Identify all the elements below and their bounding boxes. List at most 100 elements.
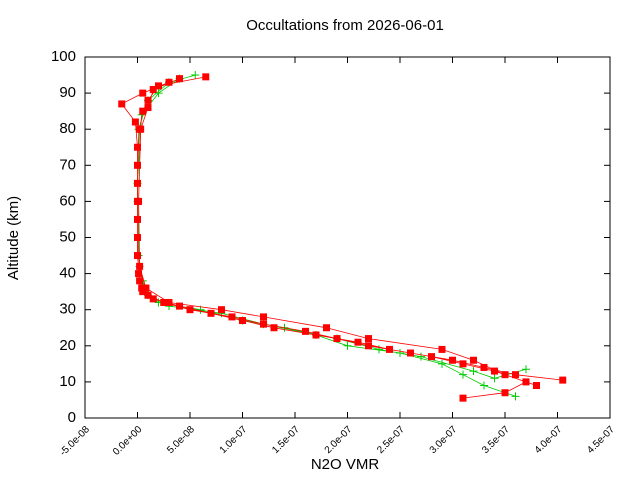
point <box>490 374 499 383</box>
point <box>136 262 144 270</box>
point <box>136 277 144 285</box>
y-tick-label: 60 <box>59 192 76 209</box>
point <box>137 125 145 133</box>
point <box>207 309 215 317</box>
point <box>165 298 173 306</box>
x-tick-label: 2.5e-07 <box>375 424 407 456</box>
point <box>323 324 330 332</box>
point <box>522 378 530 386</box>
point <box>139 107 147 115</box>
y-axis-label: Altitude (km) <box>5 196 22 280</box>
point <box>138 284 146 292</box>
point <box>165 78 173 86</box>
point <box>438 345 446 353</box>
point <box>176 75 183 83</box>
point <box>469 367 478 376</box>
point <box>343 341 352 350</box>
point <box>449 356 456 364</box>
x-tick-label: 1.0e-07 <box>218 424 250 456</box>
point <box>260 313 267 321</box>
point <box>491 367 498 375</box>
plot-frame <box>84 56 611 419</box>
point <box>176 302 183 310</box>
point <box>365 335 372 343</box>
x-tick-label: -5.0e-08 <box>58 424 92 458</box>
point <box>144 291 152 299</box>
point <box>139 89 147 97</box>
x-tick-label: 0.0e+00 <box>111 424 145 458</box>
point <box>438 359 446 368</box>
point <box>333 335 341 343</box>
chart-title: Occultations from 2026-06-01 <box>246 17 444 34</box>
point <box>417 352 425 361</box>
point <box>312 331 320 339</box>
point <box>522 365 530 374</box>
x-tick-label: 3.0e-07 <box>428 424 460 456</box>
point <box>134 215 141 223</box>
point <box>228 313 236 321</box>
y-tick-label: 100 <box>51 48 76 65</box>
y-tick-label: 30 <box>59 301 76 318</box>
point <box>131 118 139 126</box>
point <box>134 143 141 151</box>
x-tick-label: 3.5e-07 <box>480 424 512 456</box>
y-tick-label: 40 <box>59 265 76 282</box>
y-tick-label: 20 <box>59 337 76 354</box>
x-tick-label: 5.0e-08 <box>165 424 197 456</box>
point <box>239 317 246 325</box>
y-tick-label: 70 <box>59 156 76 173</box>
point <box>459 394 467 402</box>
point <box>202 73 210 81</box>
point <box>270 324 278 332</box>
point <box>134 179 141 187</box>
x-tick-label: 4.5e-07 <box>585 424 617 456</box>
point <box>470 356 477 364</box>
point <box>134 161 141 169</box>
point <box>144 104 152 112</box>
point <box>260 320 267 328</box>
x-tick-label: 4.0e-07 <box>533 424 565 456</box>
point <box>135 270 143 278</box>
point <box>480 363 488 371</box>
point <box>365 342 372 350</box>
point <box>134 252 141 260</box>
point <box>218 306 225 314</box>
series-line <box>137 74 527 397</box>
y-tick-label: 0 <box>68 409 76 426</box>
y-tick-label: 10 <box>59 373 76 390</box>
y-tick-label: 50 <box>59 228 76 245</box>
point <box>191 71 200 80</box>
point <box>459 370 467 379</box>
x-axis-label: N2O VMR <box>311 456 380 473</box>
point <box>459 360 467 368</box>
x-tick-label: 1.5e-07 <box>270 424 302 456</box>
point <box>396 349 404 358</box>
point <box>480 381 488 390</box>
point <box>149 295 157 303</box>
point <box>501 371 509 379</box>
point <box>559 376 567 384</box>
x-tick-label: 2.0e-07 <box>323 424 355 456</box>
point <box>533 382 540 390</box>
point <box>139 288 147 296</box>
y-tick-label: 80 <box>59 120 76 137</box>
point <box>302 327 309 335</box>
point <box>428 353 435 361</box>
point <box>118 100 126 108</box>
point <box>149 85 157 93</box>
point <box>154 89 163 98</box>
point <box>155 82 162 90</box>
point <box>186 306 194 314</box>
point <box>501 389 509 397</box>
point <box>135 197 143 205</box>
point <box>354 338 362 346</box>
point <box>144 96 152 104</box>
point <box>407 349 414 357</box>
point <box>134 234 141 241</box>
point <box>511 392 520 401</box>
y-tick-label: 90 <box>59 84 76 101</box>
series-line <box>121 76 563 399</box>
point <box>142 284 150 292</box>
point <box>512 371 519 379</box>
